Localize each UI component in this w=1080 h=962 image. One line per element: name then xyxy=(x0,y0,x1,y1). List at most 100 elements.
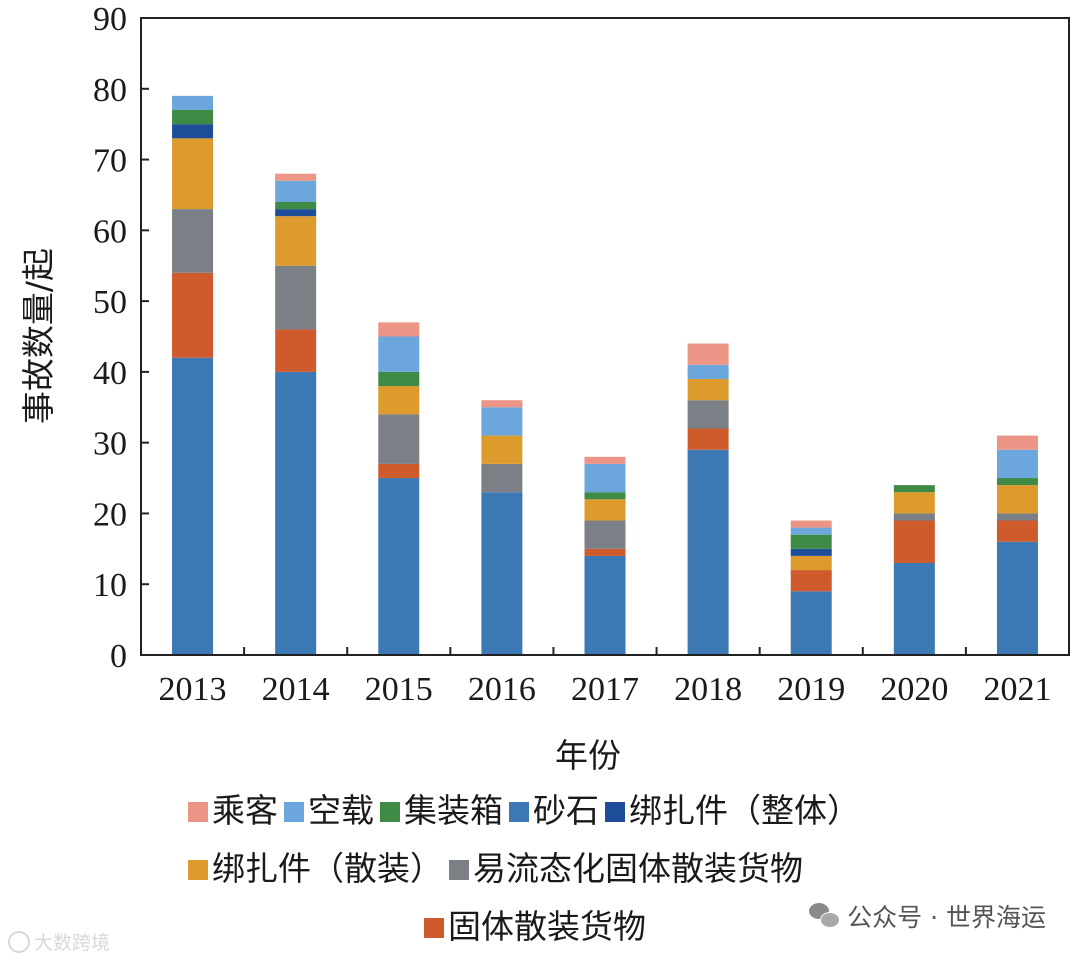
legend-label: 绑扎件（散装） xyxy=(212,849,443,888)
bar-2016-series-7 xyxy=(481,400,523,408)
bar-2020-series-0 xyxy=(893,562,935,655)
bar-2016-series-2 xyxy=(481,463,523,493)
bar-2019-series-7 xyxy=(790,520,832,528)
x-tick-label: 2018 xyxy=(674,671,742,708)
bar-2018-series-7 xyxy=(687,343,729,365)
legend-label: 集装箱 xyxy=(404,791,503,830)
y-tick-label: 70 xyxy=(93,143,127,180)
x-tick-label: 2021 xyxy=(983,671,1051,708)
bars-layer xyxy=(172,95,1038,655)
x-tick-label: 2017 xyxy=(571,671,639,708)
x-tick-label: 2016 xyxy=(468,671,536,708)
bar-2016-series-0 xyxy=(481,492,523,655)
bar-2021-series-7 xyxy=(996,435,1038,450)
bar-2014-series-5 xyxy=(275,202,317,210)
y-tick-label: 50 xyxy=(93,284,127,321)
legend-label: 易流态化固体散装货物 xyxy=(473,849,803,888)
legend-label: 砂石 xyxy=(533,791,599,830)
bar-2019-series-1 xyxy=(790,570,832,592)
legend-label: 空载 xyxy=(308,791,374,830)
bar-2021-series-6 xyxy=(996,449,1038,479)
bar-2018-series-6 xyxy=(687,364,729,379)
bar-2019-series-3 xyxy=(790,555,832,571)
bar-2017-series-1 xyxy=(584,548,626,556)
bar-2017-series-2 xyxy=(584,520,626,549)
x-tick-label: 2014 xyxy=(262,671,330,708)
bar-2014-series-4 xyxy=(275,209,317,217)
bar-2015-series-7 xyxy=(378,322,420,337)
legend-swatch xyxy=(605,802,625,822)
legend-swatch xyxy=(424,918,444,938)
bar-2020-series-5 xyxy=(893,485,935,493)
bar-2021-series-1 xyxy=(996,520,1038,542)
bar-2021-series-2 xyxy=(996,513,1038,521)
bar-2014-series-6 xyxy=(275,180,317,203)
y-tick-label: 40 xyxy=(93,355,127,392)
plot-frame xyxy=(140,17,1070,656)
legend-label: 固体散装货物 xyxy=(448,907,646,946)
bar-2021-series-0 xyxy=(996,541,1038,655)
bar-2014-series-1 xyxy=(275,329,317,372)
bar-2017-series-7 xyxy=(584,456,626,464)
watermark-brand: 大数跨境 xyxy=(8,928,110,955)
legend-swatch xyxy=(284,802,304,822)
bar-2019-series-0 xyxy=(790,591,832,655)
x-tick-label: 2019 xyxy=(777,671,845,708)
legend-label: 绑扎件（整体） xyxy=(629,791,860,830)
bar-2016-series-6 xyxy=(481,407,523,436)
bar-2013-series-0 xyxy=(172,357,214,655)
bar-2014-series-7 xyxy=(275,173,317,181)
bar-2015-series-3 xyxy=(378,386,420,415)
legend-swatch xyxy=(509,802,529,822)
bar-2017-series-6 xyxy=(584,463,626,493)
x-tick-label: 2020 xyxy=(880,671,948,708)
bar-2013-series-6 xyxy=(172,95,214,111)
bar-2018-series-2 xyxy=(687,400,729,429)
bar-2020-series-3 xyxy=(893,492,935,514)
x-axis: 2013 2014 2015 2016 2017 2018 2019 2020 2021 xyxy=(159,647,1051,708)
bar-2019-series-4 xyxy=(790,548,832,556)
x-tick-label: 2013 xyxy=(159,671,227,708)
bar-2015-series-1 xyxy=(378,463,420,479)
bar-2013-series-4 xyxy=(172,124,214,139)
y-tick-label: 20 xyxy=(93,496,127,533)
bar-2018-series-3 xyxy=(687,378,729,401)
bar-2019-series-6 xyxy=(790,527,832,535)
bar-2020-series-1 xyxy=(893,520,935,563)
bar-2019-series-5 xyxy=(790,534,832,549)
bar-2021-series-5 xyxy=(996,478,1038,486)
bar-2015-series-2 xyxy=(378,414,420,464)
bar-2015-series-6 xyxy=(378,336,420,372)
bar-2017-series-5 xyxy=(584,492,626,500)
brand-logo-icon xyxy=(8,930,30,953)
bar-2013-series-1 xyxy=(172,272,214,358)
legend-swatch xyxy=(449,860,469,880)
bar-2013-series-2 xyxy=(172,209,214,273)
bar-2021-series-3 xyxy=(996,485,1038,514)
bar-2017-series-0 xyxy=(584,555,626,655)
y-tick-label: 60 xyxy=(93,213,127,250)
watermark-left-text: 大数跨境 xyxy=(34,932,111,954)
y-tick-label: 30 xyxy=(93,426,127,463)
x-axis-title: 年份 xyxy=(555,736,621,775)
y-axis: 0 10 20 30 40 50 60 70 80 90 xyxy=(93,1,149,675)
bar-2017-series-3 xyxy=(584,499,626,521)
bar-2014-series-2 xyxy=(275,265,317,330)
bar-2014-series-3 xyxy=(275,216,317,266)
bar-2015-series-0 xyxy=(378,478,420,655)
bar-2020-series-2 xyxy=(893,513,935,521)
y-tick-label: 10 xyxy=(93,567,127,604)
bar-2016-series-3 xyxy=(481,435,523,464)
bar-2015-series-5 xyxy=(378,371,420,387)
wechat-icon xyxy=(809,903,841,929)
y-tick-label: 80 xyxy=(93,72,127,109)
bar-2013-series-5 xyxy=(172,110,214,125)
watermark-right-text: 公众号 · 世界海运 xyxy=(847,903,1046,932)
bar-2014-series-0 xyxy=(275,371,317,655)
bar-2018-series-0 xyxy=(687,449,729,655)
y-tick-label: 0 xyxy=(110,638,127,675)
legend-swatch xyxy=(188,802,208,822)
watermark-wechat: 公众号 · 世界海运 xyxy=(809,898,1046,934)
